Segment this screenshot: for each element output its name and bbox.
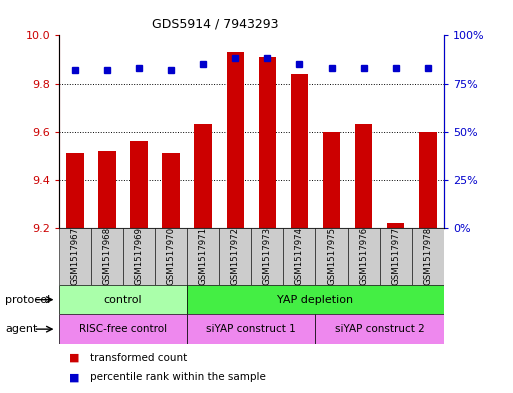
Text: GSM1517972: GSM1517972 <box>231 228 240 285</box>
Bar <box>98 151 116 228</box>
Bar <box>315 314 444 344</box>
Bar <box>411 228 444 285</box>
Bar <box>323 132 340 228</box>
Bar <box>163 153 180 228</box>
Text: transformed count: transformed count <box>90 353 187 363</box>
Bar <box>220 228 251 285</box>
Bar <box>123 228 155 285</box>
Text: GSM1517968: GSM1517968 <box>103 228 112 285</box>
Bar <box>355 125 372 228</box>
Bar <box>194 125 212 228</box>
Bar <box>91 228 123 285</box>
Text: GSM1517976: GSM1517976 <box>359 228 368 285</box>
Text: agent: agent <box>5 324 37 334</box>
Bar <box>227 52 244 228</box>
Bar <box>283 228 315 285</box>
Bar <box>315 228 348 285</box>
Bar <box>419 132 437 228</box>
Text: GSM1517978: GSM1517978 <box>423 228 432 285</box>
Text: siYAP construct 1: siYAP construct 1 <box>207 324 296 334</box>
Text: GSM1517973: GSM1517973 <box>263 228 272 285</box>
Text: ■: ■ <box>69 353 80 363</box>
Bar <box>348 228 380 285</box>
Bar <box>187 314 315 344</box>
Bar <box>187 228 220 285</box>
Text: RISC-free control: RISC-free control <box>79 324 167 334</box>
Text: GSM1517970: GSM1517970 <box>167 228 176 285</box>
Bar <box>59 228 91 285</box>
Bar <box>387 223 404 228</box>
Text: GSM1517971: GSM1517971 <box>199 228 208 285</box>
Text: YAP depletion: YAP depletion <box>278 295 353 305</box>
Text: GSM1517969: GSM1517969 <box>134 228 144 285</box>
Bar <box>187 285 444 314</box>
Bar <box>380 228 411 285</box>
Text: protocol: protocol <box>5 295 50 305</box>
Text: GSM1517974: GSM1517974 <box>295 228 304 285</box>
Text: percentile rank within the sample: percentile rank within the sample <box>90 372 266 382</box>
Bar <box>66 153 84 228</box>
Bar <box>291 74 308 228</box>
Text: GSM1517975: GSM1517975 <box>327 228 336 285</box>
Text: GDS5914 / 7943293: GDS5914 / 7943293 <box>152 18 279 31</box>
Text: ■: ■ <box>69 372 80 382</box>
Bar <box>59 285 187 314</box>
Text: GSM1517967: GSM1517967 <box>70 228 80 285</box>
Bar <box>251 228 283 285</box>
Text: control: control <box>104 295 143 305</box>
Bar <box>259 57 276 228</box>
Text: siYAP construct 2: siYAP construct 2 <box>335 324 424 334</box>
Bar <box>130 141 148 228</box>
Bar <box>59 314 187 344</box>
Text: GSM1517977: GSM1517977 <box>391 228 400 285</box>
Bar <box>155 228 187 285</box>
